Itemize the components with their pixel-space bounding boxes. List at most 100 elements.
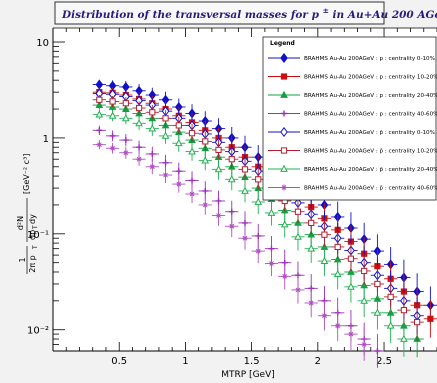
data-point [308, 219, 315, 226]
x-tick-label: 2.5 [376, 356, 392, 367]
data-point [175, 181, 182, 188]
data-point [121, 114, 130, 122]
y-label-main-den-tail: dy [28, 214, 37, 224]
data-point [255, 248, 262, 255]
data-point [136, 156, 143, 163]
series-8 [92, 139, 371, 361]
y-tick-label: 10 [36, 38, 49, 49]
data-point [201, 156, 210, 164]
data-point [95, 100, 104, 108]
y-axis-label: 1 2π p T d²N dp T dy [GeV⁻² c³] [16, 154, 39, 274]
data-point [122, 100, 129, 107]
legend-label: BRAHMS Au-Au 200AGeV : p̄ : centrality 1… [304, 149, 437, 155]
data-point [347, 331, 354, 338]
data-point [427, 315, 434, 322]
y-label-main-den: dp [28, 230, 37, 240]
data-point [308, 299, 315, 306]
data-point [96, 127, 103, 134]
data-point [280, 220, 289, 228]
legend-entry: BRAHMS Au-Au 200AGeV : p : centrality 0-… [268, 52, 435, 64]
legend-entry: BRAHMS Au-Au 200AGeV : p̄ : centrality 0… [268, 126, 435, 138]
legend-label: BRAHMS Au-Au 200AGeV : p̄ : centrality 4… [304, 186, 437, 192]
data-point [361, 341, 368, 348]
chart-title: Distribution of the transversal masses f… [61, 4, 437, 21]
data-point [96, 141, 103, 148]
legend-label: BRAHMS Au-Au 200AGeV : p : centrality 40… [304, 112, 437, 118]
data-point [280, 164, 288, 172]
data-point [281, 110, 287, 117]
data-point [202, 138, 209, 145]
data-point [400, 334, 408, 342]
data-point [281, 273, 288, 280]
data-point [267, 208, 276, 216]
data-point [161, 131, 170, 139]
legend-entry: BRAHMS Au-Au 200AGeV : p : centrality 10… [268, 73, 437, 81]
y-label-main: d²N [16, 216, 25, 230]
data-point [386, 321, 395, 329]
legend-entry: BRAHMS Au-Au 200AGeV : p̄ : centrality 4… [268, 184, 437, 192]
data-point [214, 165, 223, 173]
data-point [202, 201, 209, 208]
legend-entry: BRAHMS Au-Au 200AGeV : p̄ : centrality 2… [268, 164, 437, 173]
y-label-frac-den-sub: T [32, 245, 39, 250]
data-point [281, 184, 287, 191]
y-tick-label: 1 [43, 134, 49, 145]
data-point [321, 231, 328, 238]
data-point [109, 145, 116, 152]
x-tick-label: 2 [315, 356, 321, 367]
x-axis-label: MTRP [GeV] [221, 370, 275, 380]
data-point [122, 137, 129, 144]
data-point [202, 187, 209, 194]
data-point [347, 282, 355, 290]
data-point [400, 307, 407, 314]
data-point [227, 175, 236, 183]
data-point [387, 293, 394, 300]
data-point [242, 219, 248, 226]
data-point [255, 176, 262, 183]
data-point [162, 159, 169, 166]
data-point [149, 163, 156, 170]
data-point [162, 115, 169, 122]
data-point [280, 52, 288, 64]
data-point [241, 166, 249, 173]
data-layer [92, 79, 437, 368]
data-point [174, 138, 183, 147]
data-point [188, 130, 196, 137]
data-point [135, 104, 143, 112]
data-point [294, 208, 302, 215]
data-point [321, 312, 328, 319]
y-label-main-den-sub: T [32, 225, 39, 230]
data-point [95, 110, 104, 118]
legend-label: BRAHMS Au-Au 200AGeV : p̄ : centrality 2… [304, 167, 437, 173]
data-point [228, 156, 235, 163]
data-point [215, 146, 222, 153]
data-point [280, 90, 288, 98]
data-point [242, 235, 248, 242]
data-point [280, 126, 288, 138]
data-point [414, 319, 421, 326]
legend-label: BRAHMS Au-Au 200AGeV : p : centrality 0-… [304, 56, 435, 62]
legend-box [262, 36, 437, 201]
data-point [96, 96, 103, 103]
data-point [109, 98, 116, 105]
axis-labels: MTRP [GeV] 1 2π p T d²N dp T dy [GeV⁻² c… [16, 154, 275, 380]
x-tick-label: 1.5 [244, 356, 260, 367]
data-point [135, 119, 143, 127]
legend-entry: BRAHMS Au-Au 200AGeV : p : centrality 20… [268, 90, 437, 99]
data-point [373, 308, 382, 316]
data-point [189, 191, 196, 198]
data-point [320, 256, 329, 264]
y-tick-label: 10⁻² [27, 326, 49, 337]
data-point [334, 243, 341, 251]
data-point [175, 168, 182, 175]
legend-label: BRAHMS Au-Au 200AGeV : p : centrality 20… [304, 93, 437, 99]
data-point [294, 286, 301, 293]
data-point [228, 208, 235, 215]
data-point [241, 186, 249, 194]
data-point [122, 149, 129, 156]
data-point [374, 348, 381, 354]
data-point [175, 122, 182, 129]
chart-title-post: in Au+Au 200 AGeV BRAHMS [333, 9, 437, 21]
data-point [189, 177, 196, 184]
